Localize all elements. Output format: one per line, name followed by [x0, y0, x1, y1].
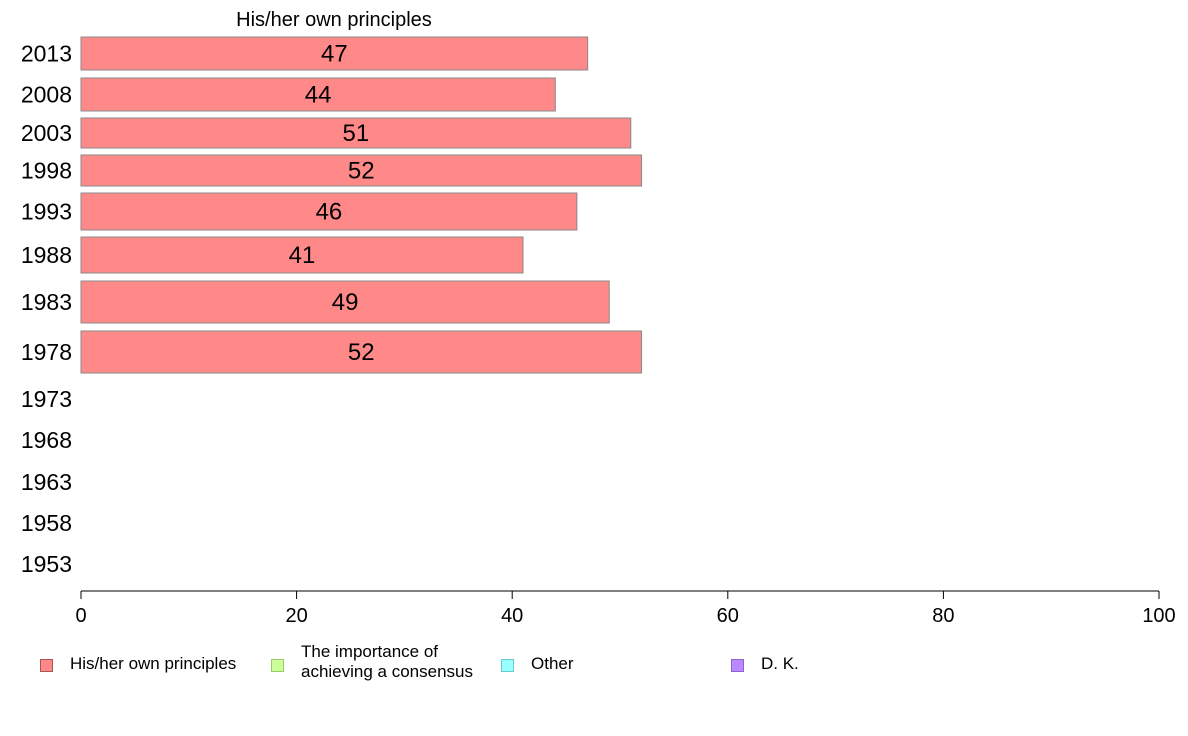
legend-swatch-other — [501, 659, 514, 672]
legend-label: D. K. — [761, 654, 799, 673]
x-tick-label: 80 — [932, 605, 954, 627]
legend-item-other: Other — [501, 654, 574, 674]
y-tick-label: 1998 — [21, 158, 72, 184]
legend-label: His/her own principles — [70, 654, 237, 673]
bar — [80, 154, 643, 187]
legend-label: The importance of achieving a consensus — [301, 642, 474, 681]
legend-label: Other — [531, 654, 574, 673]
legend-item-own-principles: His/her own principles — [40, 654, 236, 674]
bar-chart: His/her own principles 4744515246414952 … — [21, 9, 1176, 627]
bar-value-label: 49 — [332, 289, 359, 316]
bar-value-label: 52 — [348, 158, 375, 185]
bar — [80, 192, 578, 231]
x-tick-label: 0 — [75, 605, 86, 627]
y-tick-label: 1973 — [21, 386, 72, 412]
x-tick-label: 100 — [1142, 605, 1175, 627]
chart-legend: His/her own principles The importance of… — [0, 642, 1188, 692]
bar-value-label: 52 — [348, 339, 375, 366]
bar — [80, 77, 556, 112]
y-tick-label: 1993 — [21, 199, 72, 225]
bar-value-label: 41 — [289, 242, 316, 269]
bar-value-label: 47 — [321, 41, 348, 68]
bar — [80, 36, 589, 71]
x-tick-label: 40 — [501, 605, 523, 627]
y-tick-label: 2008 — [21, 82, 72, 108]
x-tick-label: 20 — [285, 605, 307, 627]
legend-item-consensus: The importance of achieving a consensus — [271, 642, 473, 682]
bar — [80, 117, 632, 149]
legend-swatch-own-principles — [40, 659, 53, 672]
legend-item-dk: D. K. — [731, 654, 799, 674]
y-tick-label: 1963 — [21, 469, 72, 495]
x-tick-label: 60 — [717, 605, 739, 627]
legend-swatch-dk — [731, 659, 744, 672]
y-tick-label: 1983 — [21, 289, 72, 315]
y-tick-label: 2003 — [21, 120, 72, 146]
y-tick-label: 1953 — [21, 551, 72, 577]
bar-value-label: 51 — [343, 120, 370, 147]
chart-title: His/her own principles — [236, 9, 432, 31]
bar — [80, 236, 524, 274]
legend-swatch-consensus — [271, 659, 284, 672]
bar — [80, 330, 643, 374]
y-tick-label: 1988 — [21, 242, 72, 268]
bar-value-label: 46 — [316, 199, 343, 226]
y-tick-label: 2013 — [21, 41, 72, 67]
bar-value-label: 44 — [305, 82, 332, 109]
bar — [80, 280, 610, 324]
y-tick-label: 1968 — [21, 427, 72, 453]
y-tick-label: 1958 — [21, 510, 72, 536]
y-tick-label: 1978 — [21, 339, 72, 365]
